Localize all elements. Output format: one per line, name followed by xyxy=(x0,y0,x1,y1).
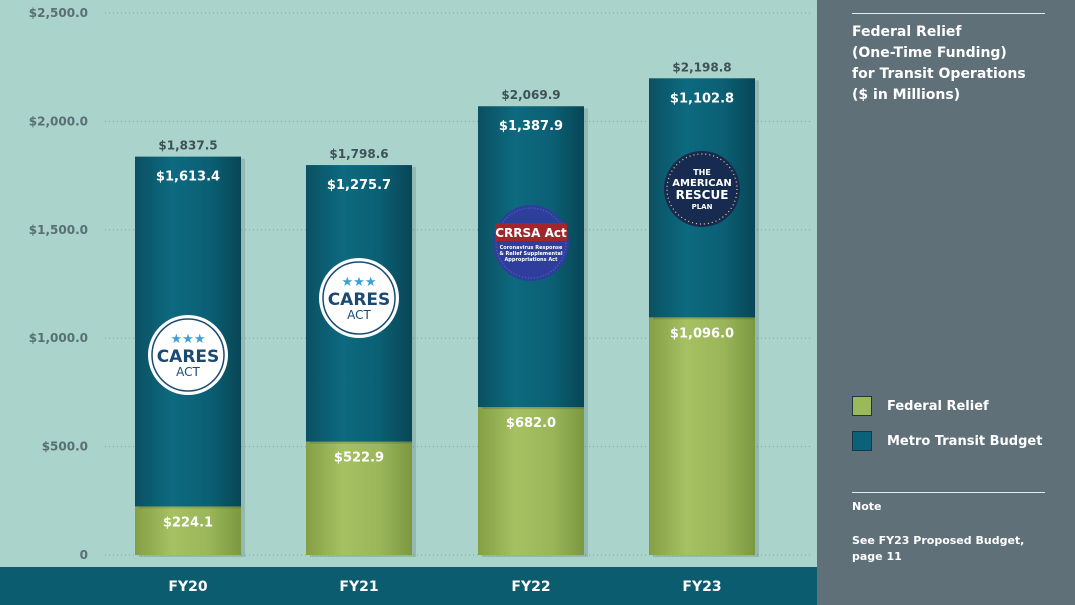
panel-note-rule xyxy=(852,492,1045,493)
bar-value-label: $1,613.4 xyxy=(156,170,220,185)
x-tick-label: FY20 xyxy=(168,579,208,595)
bar-value-label: $1,275.7 xyxy=(327,178,391,193)
panel-title: Federal Relief (One-Time Funding) for Tr… xyxy=(852,24,1026,103)
bar-total-label: $1,837.5 xyxy=(158,139,217,153)
y-tick-label: $1,500.0 xyxy=(29,223,88,237)
svg-text:Coronavirus Response: Coronavirus Response xyxy=(500,245,563,251)
y-tick-label: $2,500.0 xyxy=(29,6,88,20)
svg-text:★★★: ★★★ xyxy=(171,332,206,347)
bar-federal-relief xyxy=(649,317,755,555)
y-tick-label: 0 xyxy=(80,548,88,562)
bar-value-label: $682.0 xyxy=(506,416,556,431)
bar-value-label: $1,096.0 xyxy=(670,326,734,341)
y-tick-label: $1,000.0 xyxy=(29,331,88,345)
note-text: See FY23 Proposed Budget, page 11 xyxy=(852,534,1025,563)
panel-top-rule xyxy=(852,13,1045,14)
svg-text:Appropriations Act: Appropriations Act xyxy=(504,257,558,263)
crrsa-act-badge-fy22: CRRSA Act Coronavirus Response& Relief Su… xyxy=(493,205,569,281)
svg-text:CARES: CARES xyxy=(157,347,220,367)
note-title: Note xyxy=(852,500,882,513)
x-tick-label: FY23 xyxy=(682,579,722,595)
legend-label-metro-transit-budget: Metro Transit Budget xyxy=(887,433,1043,449)
legend-label-federal-relief: Federal Relief xyxy=(887,398,989,414)
svg-text:AMERICAN: AMERICAN xyxy=(672,178,731,189)
bar-value-label: $1,102.8 xyxy=(670,91,734,106)
bar-federal-relief xyxy=(306,441,412,555)
x-tick-label: FY21 xyxy=(339,579,379,595)
y-tick-label: $500.0 xyxy=(42,440,88,454)
svg-text:RESCUE: RESCUE xyxy=(676,188,729,202)
svg-text:ACT: ACT xyxy=(347,308,371,322)
svg-text:CARES: CARES xyxy=(328,290,391,310)
bar-federal-relief xyxy=(135,506,241,555)
bar-total-label: $2,198.8 xyxy=(672,60,731,74)
bar-total-label: $2,069.9 xyxy=(501,88,560,102)
bar-total-label: $1,798.6 xyxy=(329,147,388,161)
bar-federal-relief xyxy=(478,407,584,555)
legend-item-metro-transit-budget: Metro Transit Budget xyxy=(852,430,1042,452)
bar-value-label: $224.1 xyxy=(163,515,213,530)
svg-text:★★★: ★★★ xyxy=(342,275,377,290)
svg-text:& Relief Supplemental: & Relief Supplemental xyxy=(499,251,562,257)
svg-text:CRRSA Act: CRRSA Act xyxy=(495,226,567,240)
legend-swatch-federal-relief xyxy=(852,396,872,416)
stacked-bar-chart: 0 $500.0 $1,000.0 $1,500.0 $2,000.0 $2,500.0 $… xyxy=(29,6,812,562)
legend-item-federal-relief: Federal Relief xyxy=(852,395,989,417)
legend-swatch-metro-transit-budget xyxy=(852,431,872,451)
svg-text:PLAN: PLAN xyxy=(692,203,713,211)
svg-text:ACT: ACT xyxy=(176,365,200,379)
svg-text:THE: THE xyxy=(693,168,711,177)
bar-value-label: $1,387.9 xyxy=(499,119,563,134)
x-axis-band xyxy=(0,567,817,605)
x-tick-label: FY22 xyxy=(511,579,551,595)
chart-area: 0 $500.0 $1,000.0 $1,500.0 $2,000.0 $2,500.0 $… xyxy=(28,6,812,562)
side-panel: Federal Relief (One-Time Funding) for Tr… xyxy=(817,0,1075,605)
y-tick-label: $2,000.0 xyxy=(29,114,88,128)
bar-value-label: $522.9 xyxy=(334,451,384,466)
